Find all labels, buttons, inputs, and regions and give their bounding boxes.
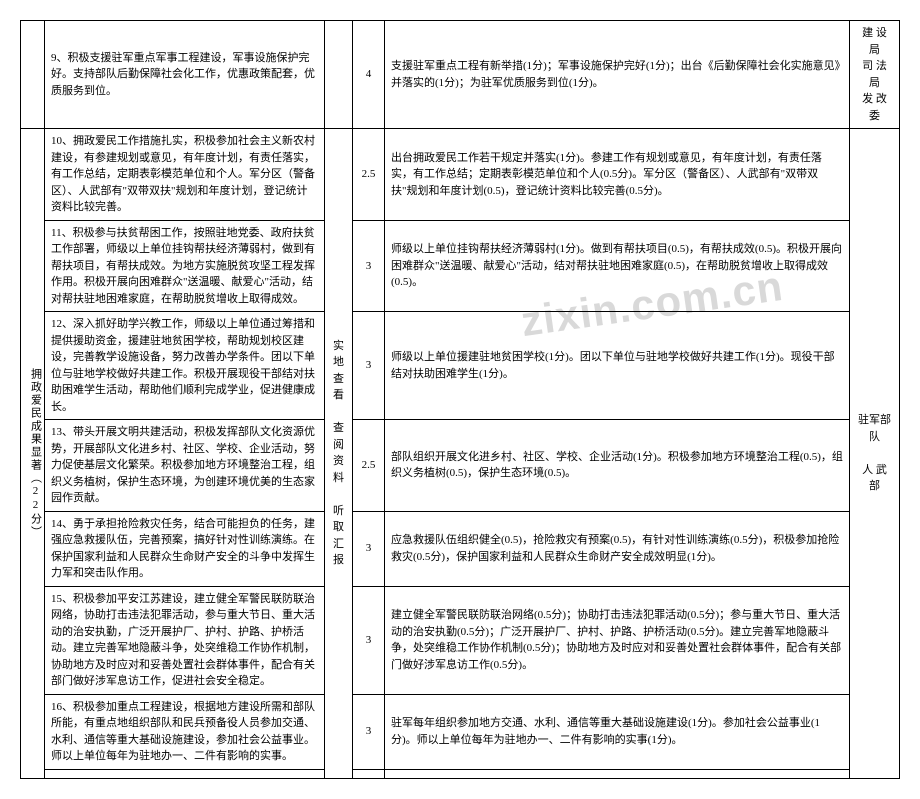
detail-cell [385,769,850,778]
desc-cell: 15、积极参加平安江苏建设，建立健全军警民联防联治网络，协助打击违法犯罪活动，参… [45,586,325,694]
desc-cell: 14、勇于承担抢险救灾任务，结合可能担负的任务，建强应急救援队伍，完善预案，搞好… [45,511,325,586]
desc-cell: 13、带头开展文明共建活动，积极发挥部队文化资源优势，开展部队文化进乡村、社区、… [45,420,325,512]
category-cell: 拥政爱民成果显著（22分） [21,129,45,779]
table-row [21,769,900,778]
table-row: 16、积极参加重点工程建设，根据地方建设所需和部队所能，有重点地组织部队和民兵预… [21,694,900,769]
desc-cell: 12、深入抓好助学兴教工作，师级以上单位通过筹措和提供援助资金，援建驻地贫困学校… [45,312,325,420]
detail-cell: 驻军每年组织参加地方交通、水利、通信等重大基础设施建设(1分)。参加社会公益事业… [385,694,850,769]
table-row: 15、积极参加平安江苏建设，建立健全军警民联防联治网络，协助打击违法犯罪活动，参… [21,586,900,694]
score-cell: 3 [353,312,385,420]
desc-cell: 16、积极参加重点工程建设，根据地方建设所需和部队所能，有重点地组织部队和民兵预… [45,694,325,769]
table-container: 9、积极支援驻军重点军事工程建设，军事设施保护完好。支持部队后勤保障社会化工作，… [20,20,900,779]
detail-cell: 建立健全军警民联防联治网络(0.5分)；协助打击违法犯罪活动(0.5分)；参与重… [385,586,850,694]
table-row: 14、勇于承担抢险救灾任务，结合可能担负的任务，建强应急救援队伍，完善预案，搞好… [21,511,900,586]
dept-cell: 建 设 局 司 法 局 发 改 委 [850,21,900,129]
dept-cell: 驻军部队 人 武 部 [850,129,900,779]
detail-cell: 师级以上单位援建驻地贫困学校(1分)。团以下单位与驻地学校做好共建工作(1分)。… [385,312,850,420]
score-cell [353,769,385,778]
score-cell: 3 [353,220,385,312]
desc-cell [45,769,325,778]
category-label: 拥政爱民成果显著（22分） [27,368,44,539]
score-cell: 3 [353,694,385,769]
desc-cell: 10、拥政爱民工作措施扎实，积极参加社会主义新农村建设，有参建规划或意见，有年度… [45,129,325,221]
detail-cell: 出台拥政爱民工作若干规定并落实(1分)。参建工作有规划或意见，有年度计划，有责任… [385,129,850,221]
table-row: 12、深入抓好助学兴教工作，师级以上单位通过筹措和提供援助资金，援建驻地贫困学校… [21,312,900,420]
detail-cell: 应急救援队伍组织健全(0.5)，抢险救灾有预案(0.5)，有针对性训练演练(0.… [385,511,850,586]
category-cell-empty [21,21,45,129]
method-cell: 实地查看 查阅资料 听取汇报 [325,129,353,779]
score-cell: 2.5 [353,129,385,221]
score-cell: 4 [353,21,385,129]
desc-cell: 9、积极支援驻军重点军事工程建设，军事设施保护完好。支持部队后勤保障社会化工作，… [45,21,325,129]
score-cell: 2.5 [353,420,385,512]
detail-cell: 部队组织开展文化进乡村、社区、学校、企业活动(1分)。积极参加地方环境整治工程(… [385,420,850,512]
method-cell-empty [325,21,353,129]
detail-cell: 支援驻军重点工程有新举措(1分)；军事设施保护完好(1分)；出台《后勤保障社会化… [385,21,850,129]
desc-cell: 11、积极参与扶贫帮困工作，按照驻地党委、政府扶贫工作部署，师级以上单位挂钩帮扶… [45,220,325,312]
detail-cell: 师级以上单位挂钩帮扶经济薄弱村(1分)。做到有帮扶项目(0.5)，有帮扶成效(0… [385,220,850,312]
table-row: 13、带头开展文明共建活动，积极发挥部队文化资源优势，开展部队文化进乡村、社区、… [21,420,900,512]
score-cell: 3 [353,586,385,694]
evaluation-table: 9、积极支援驻军重点军事工程建设，军事设施保护完好。支持部队后勤保障社会化工作，… [20,20,900,779]
table-row: 拥政爱民成果显著（22分） 10、拥政爱民工作措施扎实，积极参加社会主义新农村建… [21,129,900,221]
score-cell: 3 [353,511,385,586]
table-row: 9、积极支援驻军重点军事工程建设，军事设施保护完好。支持部队后勤保障社会化工作，… [21,21,900,129]
table-row: 11、积极参与扶贫帮困工作，按照驻地党委、政府扶贫工作部署，师级以上单位挂钩帮扶… [21,220,900,312]
